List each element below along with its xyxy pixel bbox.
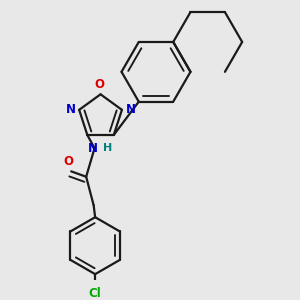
Text: O: O (64, 155, 74, 168)
Text: H: H (103, 143, 112, 153)
Text: N: N (66, 103, 76, 116)
Text: N: N (125, 103, 136, 116)
Text: Cl: Cl (89, 287, 101, 300)
Text: O: O (94, 78, 104, 91)
Text: N: N (88, 142, 98, 155)
